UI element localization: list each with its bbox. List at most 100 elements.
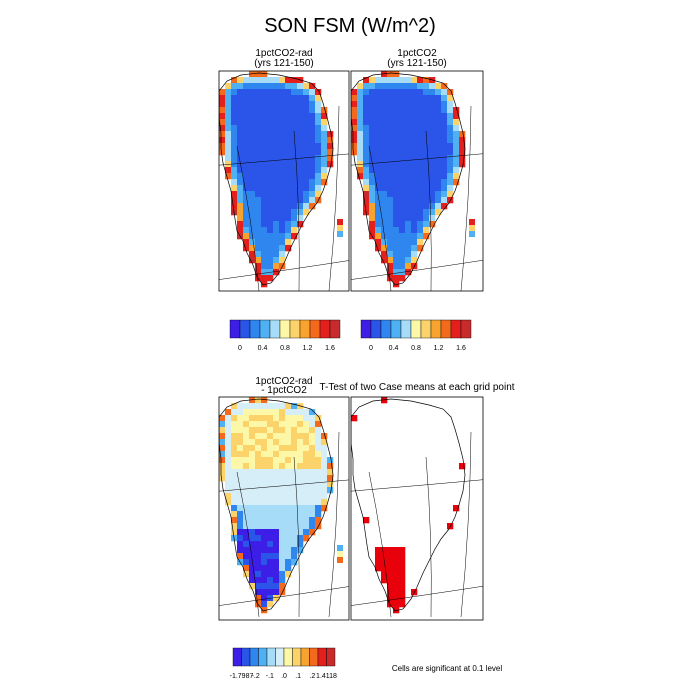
colorbar-swatch xyxy=(430,319,442,339)
grid-cell xyxy=(297,529,304,536)
grid-cell xyxy=(279,475,286,482)
grid-cell xyxy=(369,179,376,186)
grid-cell xyxy=(405,77,412,84)
grid-cell xyxy=(255,469,262,476)
grid-cell xyxy=(417,155,424,162)
grid-cell xyxy=(249,481,256,488)
grid-cell xyxy=(327,475,334,482)
grid-cell xyxy=(231,155,238,162)
grid-cell xyxy=(231,415,238,422)
grid-cell xyxy=(453,173,460,180)
grid-cell xyxy=(387,583,394,590)
grid-cell xyxy=(267,415,274,422)
grid-cell xyxy=(231,173,238,180)
grid-cell xyxy=(303,439,310,446)
grid-cell xyxy=(249,529,256,536)
grid-cell xyxy=(303,95,310,102)
grid-cell xyxy=(249,523,256,530)
grid-cell xyxy=(315,499,322,506)
grid-cell xyxy=(225,173,232,180)
grid-cell xyxy=(423,143,430,150)
grid-cell xyxy=(255,523,262,530)
grid-cell xyxy=(261,245,268,252)
colorbar-swatch xyxy=(259,319,271,339)
grid-cell xyxy=(231,481,238,488)
grid-cell xyxy=(267,209,274,216)
grid-cell xyxy=(369,209,376,216)
grid-cell xyxy=(405,167,412,174)
grid-cell xyxy=(285,475,292,482)
grid-cell xyxy=(303,517,310,524)
graticule-line xyxy=(328,105,340,291)
grid-cell xyxy=(441,173,448,180)
grid-cell xyxy=(285,101,292,108)
grid-cell xyxy=(363,203,370,210)
grid-cell xyxy=(291,559,298,566)
grid-cell xyxy=(375,107,382,114)
grid-cell xyxy=(405,263,412,270)
grid-cell xyxy=(279,137,286,144)
grid-cell xyxy=(291,77,298,84)
grid-cell xyxy=(291,481,298,488)
grid-cell xyxy=(441,161,448,168)
grid-cell xyxy=(249,541,256,548)
grid-cell xyxy=(327,143,334,150)
grid-cell xyxy=(249,113,256,120)
grid-cell xyxy=(375,245,382,252)
grid-cell xyxy=(453,113,460,120)
grid-cell xyxy=(363,119,370,126)
grid-cell xyxy=(279,233,286,240)
grid-cell xyxy=(225,439,232,446)
grid-cell xyxy=(219,415,226,422)
grid-cell xyxy=(411,203,418,210)
grid-cell xyxy=(309,179,316,186)
grid-cell xyxy=(231,505,238,512)
grid-cell xyxy=(231,95,238,102)
grid-cell xyxy=(279,565,286,572)
grid-cell xyxy=(273,511,280,518)
grid-cell xyxy=(309,95,316,102)
grid-cell xyxy=(375,203,382,210)
grid-cell xyxy=(267,239,274,246)
grid-cell xyxy=(417,185,424,192)
grid-cell xyxy=(297,535,304,542)
grid-cell xyxy=(231,475,238,482)
grid-cell xyxy=(369,185,376,192)
grid-cell xyxy=(285,421,292,428)
grid-cell xyxy=(255,71,262,78)
grid-cell xyxy=(225,119,232,126)
grid-cell xyxy=(255,535,262,542)
grid-cell xyxy=(315,421,322,428)
grid-cell xyxy=(381,209,388,216)
grid-cell xyxy=(441,149,448,156)
grid-cell xyxy=(279,415,286,422)
grid-cell xyxy=(219,125,226,132)
grid-cell xyxy=(285,571,292,578)
grid-cell xyxy=(273,191,280,198)
grid-cell xyxy=(381,131,388,138)
grid-cell xyxy=(369,191,376,198)
grid-cell xyxy=(321,457,328,464)
grid-cell xyxy=(249,239,256,246)
grid-cell xyxy=(285,77,292,84)
colorbar-swatch xyxy=(326,647,336,667)
grid-cell xyxy=(303,167,310,174)
grid-cell xyxy=(303,481,310,488)
grid-cell xyxy=(219,95,226,102)
grid-cell xyxy=(303,125,310,132)
grid-cell xyxy=(243,155,250,162)
grid-cell xyxy=(411,77,418,84)
graticule-line xyxy=(351,258,483,282)
grid-cell xyxy=(279,191,286,198)
grid-cell xyxy=(231,143,238,150)
grid-cell xyxy=(429,107,436,114)
grid-cell xyxy=(303,107,310,114)
grid-cell xyxy=(405,149,412,156)
grid-cell xyxy=(279,95,286,102)
grid-cell xyxy=(393,607,400,614)
grid-cell xyxy=(219,445,226,452)
grid-cell xyxy=(243,197,250,204)
grid-cell xyxy=(255,511,262,518)
grid-cell xyxy=(441,179,448,186)
grid-cell xyxy=(435,113,442,120)
